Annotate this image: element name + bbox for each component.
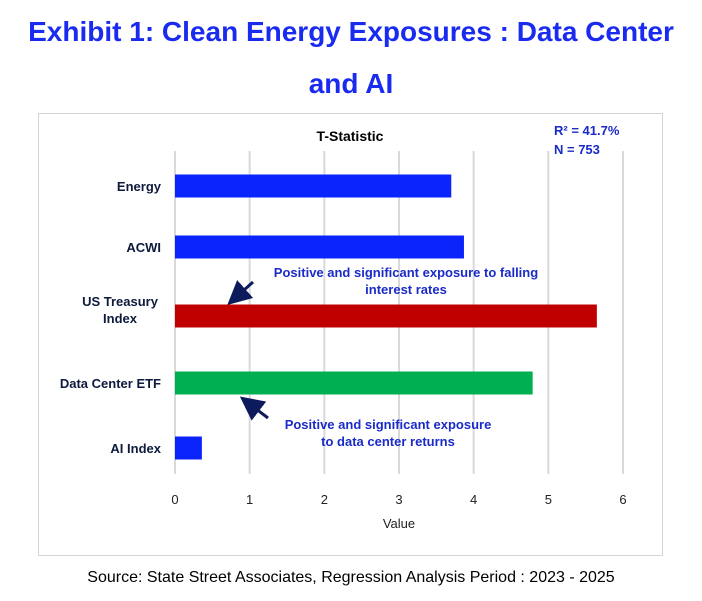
source-note: Source: State Street Associates, Regress… — [87, 569, 615, 586]
x-tick-label: 2 — [321, 492, 328, 507]
annotation-text: interest rates — [365, 282, 447, 297]
bar — [175, 235, 464, 259]
r-squared-stat: R² = 41.7% — [554, 123, 620, 138]
chart-title: T-Statistic — [317, 128, 384, 144]
bar — [175, 371, 533, 395]
x-tick-label: 0 — [171, 492, 178, 507]
x-tick-label: 5 — [545, 492, 552, 507]
x-tick-label: 3 — [395, 492, 402, 507]
x-tick-label: 6 — [619, 492, 626, 507]
category-label: Energy — [117, 179, 162, 194]
bar — [175, 436, 202, 460]
category-label: Index — [103, 311, 138, 326]
chart-panel: 0 1 2 3 4 5 6 T-Statistic R² = 41.7% N = 753 Energ… — [38, 113, 663, 556]
category-label: Data Center ETF — [60, 376, 161, 391]
x-tick-label: 1 — [246, 492, 253, 507]
bar — [175, 304, 597, 328]
x-axis-label: Value — [383, 516, 415, 531]
category-label: ACWI — [126, 240, 161, 255]
annotation-text: Positive and significant exposure to fal… — [274, 265, 538, 280]
annotation-text: to data center returns — [321, 434, 455, 449]
annotation-arrow — [239, 396, 269, 421]
n-stat: N = 753 — [554, 142, 600, 157]
bar — [175, 174, 452, 198]
page-title: Exhibit 1: Clean Energy Exposures : Data… — [28, 16, 674, 99]
category-label: US Treasury — [82, 294, 159, 309]
bar-chart: 0 1 2 3 4 5 6 T-Statistic R² = 41.7% N = 753 Energ… — [60, 123, 627, 531]
annotation-arrow — [227, 280, 255, 306]
x-tick-label: 4 — [470, 492, 477, 507]
category-label: AI Index — [110, 441, 161, 456]
annotation-text: Positive and significant exposure — [285, 417, 492, 432]
